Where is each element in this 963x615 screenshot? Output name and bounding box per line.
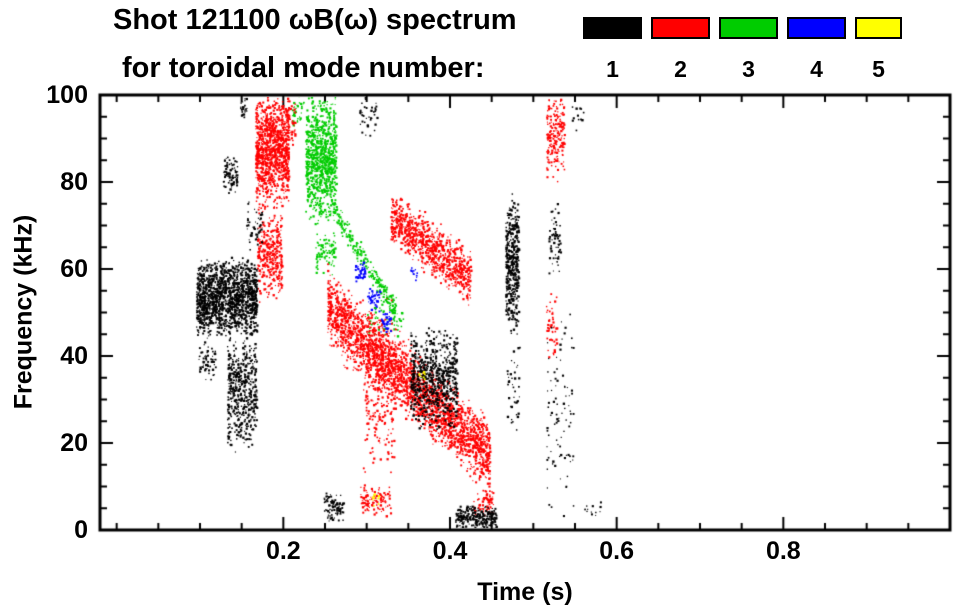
figure-subtitle: for toroidal mode number: xyxy=(122,52,485,84)
legend-label-mode-4: 4 xyxy=(810,56,823,82)
legend-swatch-mode-5 xyxy=(855,17,902,39)
legend-label-mode-1: 1 xyxy=(606,56,619,82)
legend xyxy=(583,17,902,39)
x-axis-title: Time (s) xyxy=(477,578,573,606)
legend-swatch-mode-1 xyxy=(583,17,642,39)
legend-label-mode-3: 3 xyxy=(742,56,755,82)
legend-swatch-mode-2 xyxy=(651,17,710,39)
legend-label-mode-5: 5 xyxy=(872,56,885,82)
legend-swatch-mode-3 xyxy=(719,17,778,39)
figure-title: Shot 121100 ωB(ω) spectrum xyxy=(113,4,517,36)
legend-mode-numbers: 1 2 3 4 5 xyxy=(583,56,902,83)
y-axis-title: Frequency (kHz) xyxy=(9,214,38,410)
legend-label-mode-2: 2 xyxy=(674,56,687,82)
legend-swatch-mode-4 xyxy=(787,17,846,39)
